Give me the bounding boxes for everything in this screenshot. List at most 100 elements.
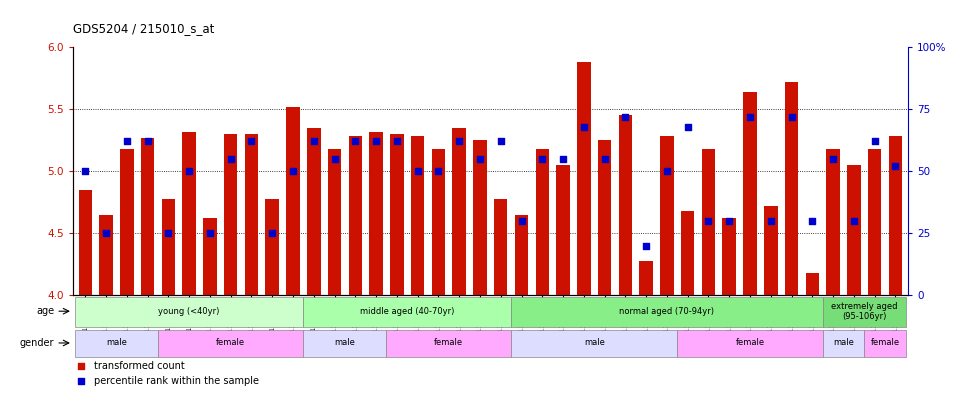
Point — [805, 218, 820, 224]
Bar — [303, 330, 386, 357]
Bar — [161, 198, 175, 295]
Bar — [515, 215, 528, 295]
Point — [452, 138, 467, 145]
Bar — [702, 149, 716, 295]
Point — [285, 168, 301, 174]
Point — [472, 156, 487, 162]
Point — [182, 168, 197, 174]
Bar — [847, 165, 860, 295]
Bar — [722, 219, 736, 295]
Bar — [577, 62, 590, 295]
Text: male: male — [106, 338, 127, 347]
Point — [98, 230, 114, 237]
Bar — [432, 149, 445, 295]
Text: female: female — [217, 338, 246, 347]
Bar — [473, 140, 486, 295]
Bar — [328, 149, 342, 295]
Bar — [411, 136, 424, 295]
Text: male: male — [334, 338, 355, 347]
Bar — [785, 82, 798, 295]
Bar — [307, 128, 320, 295]
Point — [618, 114, 633, 120]
Bar — [75, 330, 158, 357]
Point — [680, 123, 695, 130]
Bar — [494, 198, 508, 295]
Bar — [75, 297, 303, 327]
Bar — [822, 297, 906, 327]
Bar — [79, 190, 92, 295]
Text: male: male — [833, 338, 854, 347]
Bar — [619, 116, 632, 295]
Bar — [158, 330, 303, 357]
Text: age: age — [36, 306, 54, 316]
Bar — [681, 211, 694, 295]
Point — [140, 138, 155, 145]
Bar — [390, 134, 404, 295]
Point — [887, 163, 903, 169]
Point — [119, 138, 135, 145]
Point — [74, 363, 89, 369]
Text: male: male — [584, 338, 605, 347]
Point — [348, 138, 363, 145]
Text: transformed count: transformed count — [93, 361, 184, 371]
Bar — [203, 219, 217, 295]
Point — [410, 168, 425, 174]
Point — [659, 168, 675, 174]
Point — [78, 168, 93, 174]
Text: normal aged (70-94yr): normal aged (70-94yr) — [619, 307, 715, 316]
Bar — [678, 330, 822, 357]
Text: female: female — [434, 338, 463, 347]
Bar — [826, 149, 840, 295]
Text: percentile rank within the sample: percentile rank within the sample — [93, 376, 258, 386]
Point — [597, 156, 613, 162]
Text: gender: gender — [19, 338, 54, 348]
Point — [867, 138, 883, 145]
Point — [306, 138, 321, 145]
Bar — [639, 261, 653, 295]
Point — [244, 138, 259, 145]
Bar — [286, 107, 300, 295]
Point — [784, 114, 799, 120]
Point — [763, 218, 779, 224]
Point — [576, 123, 591, 130]
Bar — [660, 136, 674, 295]
Bar — [120, 149, 134, 295]
Bar — [303, 297, 511, 327]
Point — [742, 114, 757, 120]
Bar — [224, 134, 238, 295]
Point — [555, 156, 571, 162]
Point — [534, 156, 550, 162]
Point — [721, 218, 737, 224]
Bar — [265, 198, 279, 295]
Text: middle aged (40-70yr): middle aged (40-70yr) — [360, 307, 454, 316]
Text: GDS5204 / 215010_s_at: GDS5204 / 215010_s_at — [73, 22, 215, 35]
Point — [368, 138, 384, 145]
Text: young (<40yr): young (<40yr) — [158, 307, 219, 316]
Bar — [511, 330, 678, 357]
Bar — [598, 140, 612, 295]
Bar — [556, 165, 570, 295]
Bar — [99, 215, 113, 295]
Bar — [452, 128, 466, 295]
Bar — [141, 138, 154, 295]
Bar — [349, 136, 362, 295]
Point — [327, 156, 343, 162]
Bar — [183, 132, 196, 295]
Point — [160, 230, 176, 237]
Point — [74, 378, 89, 385]
Text: female: female — [870, 338, 899, 347]
Point — [202, 230, 218, 237]
Bar — [511, 297, 822, 327]
Point — [264, 230, 280, 237]
Bar — [806, 273, 820, 295]
Point — [701, 218, 717, 224]
Point — [825, 156, 841, 162]
Bar — [764, 206, 778, 295]
Point — [638, 242, 653, 249]
Point — [846, 218, 861, 224]
Point — [431, 168, 447, 174]
Point — [493, 138, 509, 145]
Point — [223, 156, 239, 162]
Text: extremely aged
(95-106yr): extremely aged (95-106yr) — [831, 301, 897, 321]
Bar — [536, 149, 549, 295]
